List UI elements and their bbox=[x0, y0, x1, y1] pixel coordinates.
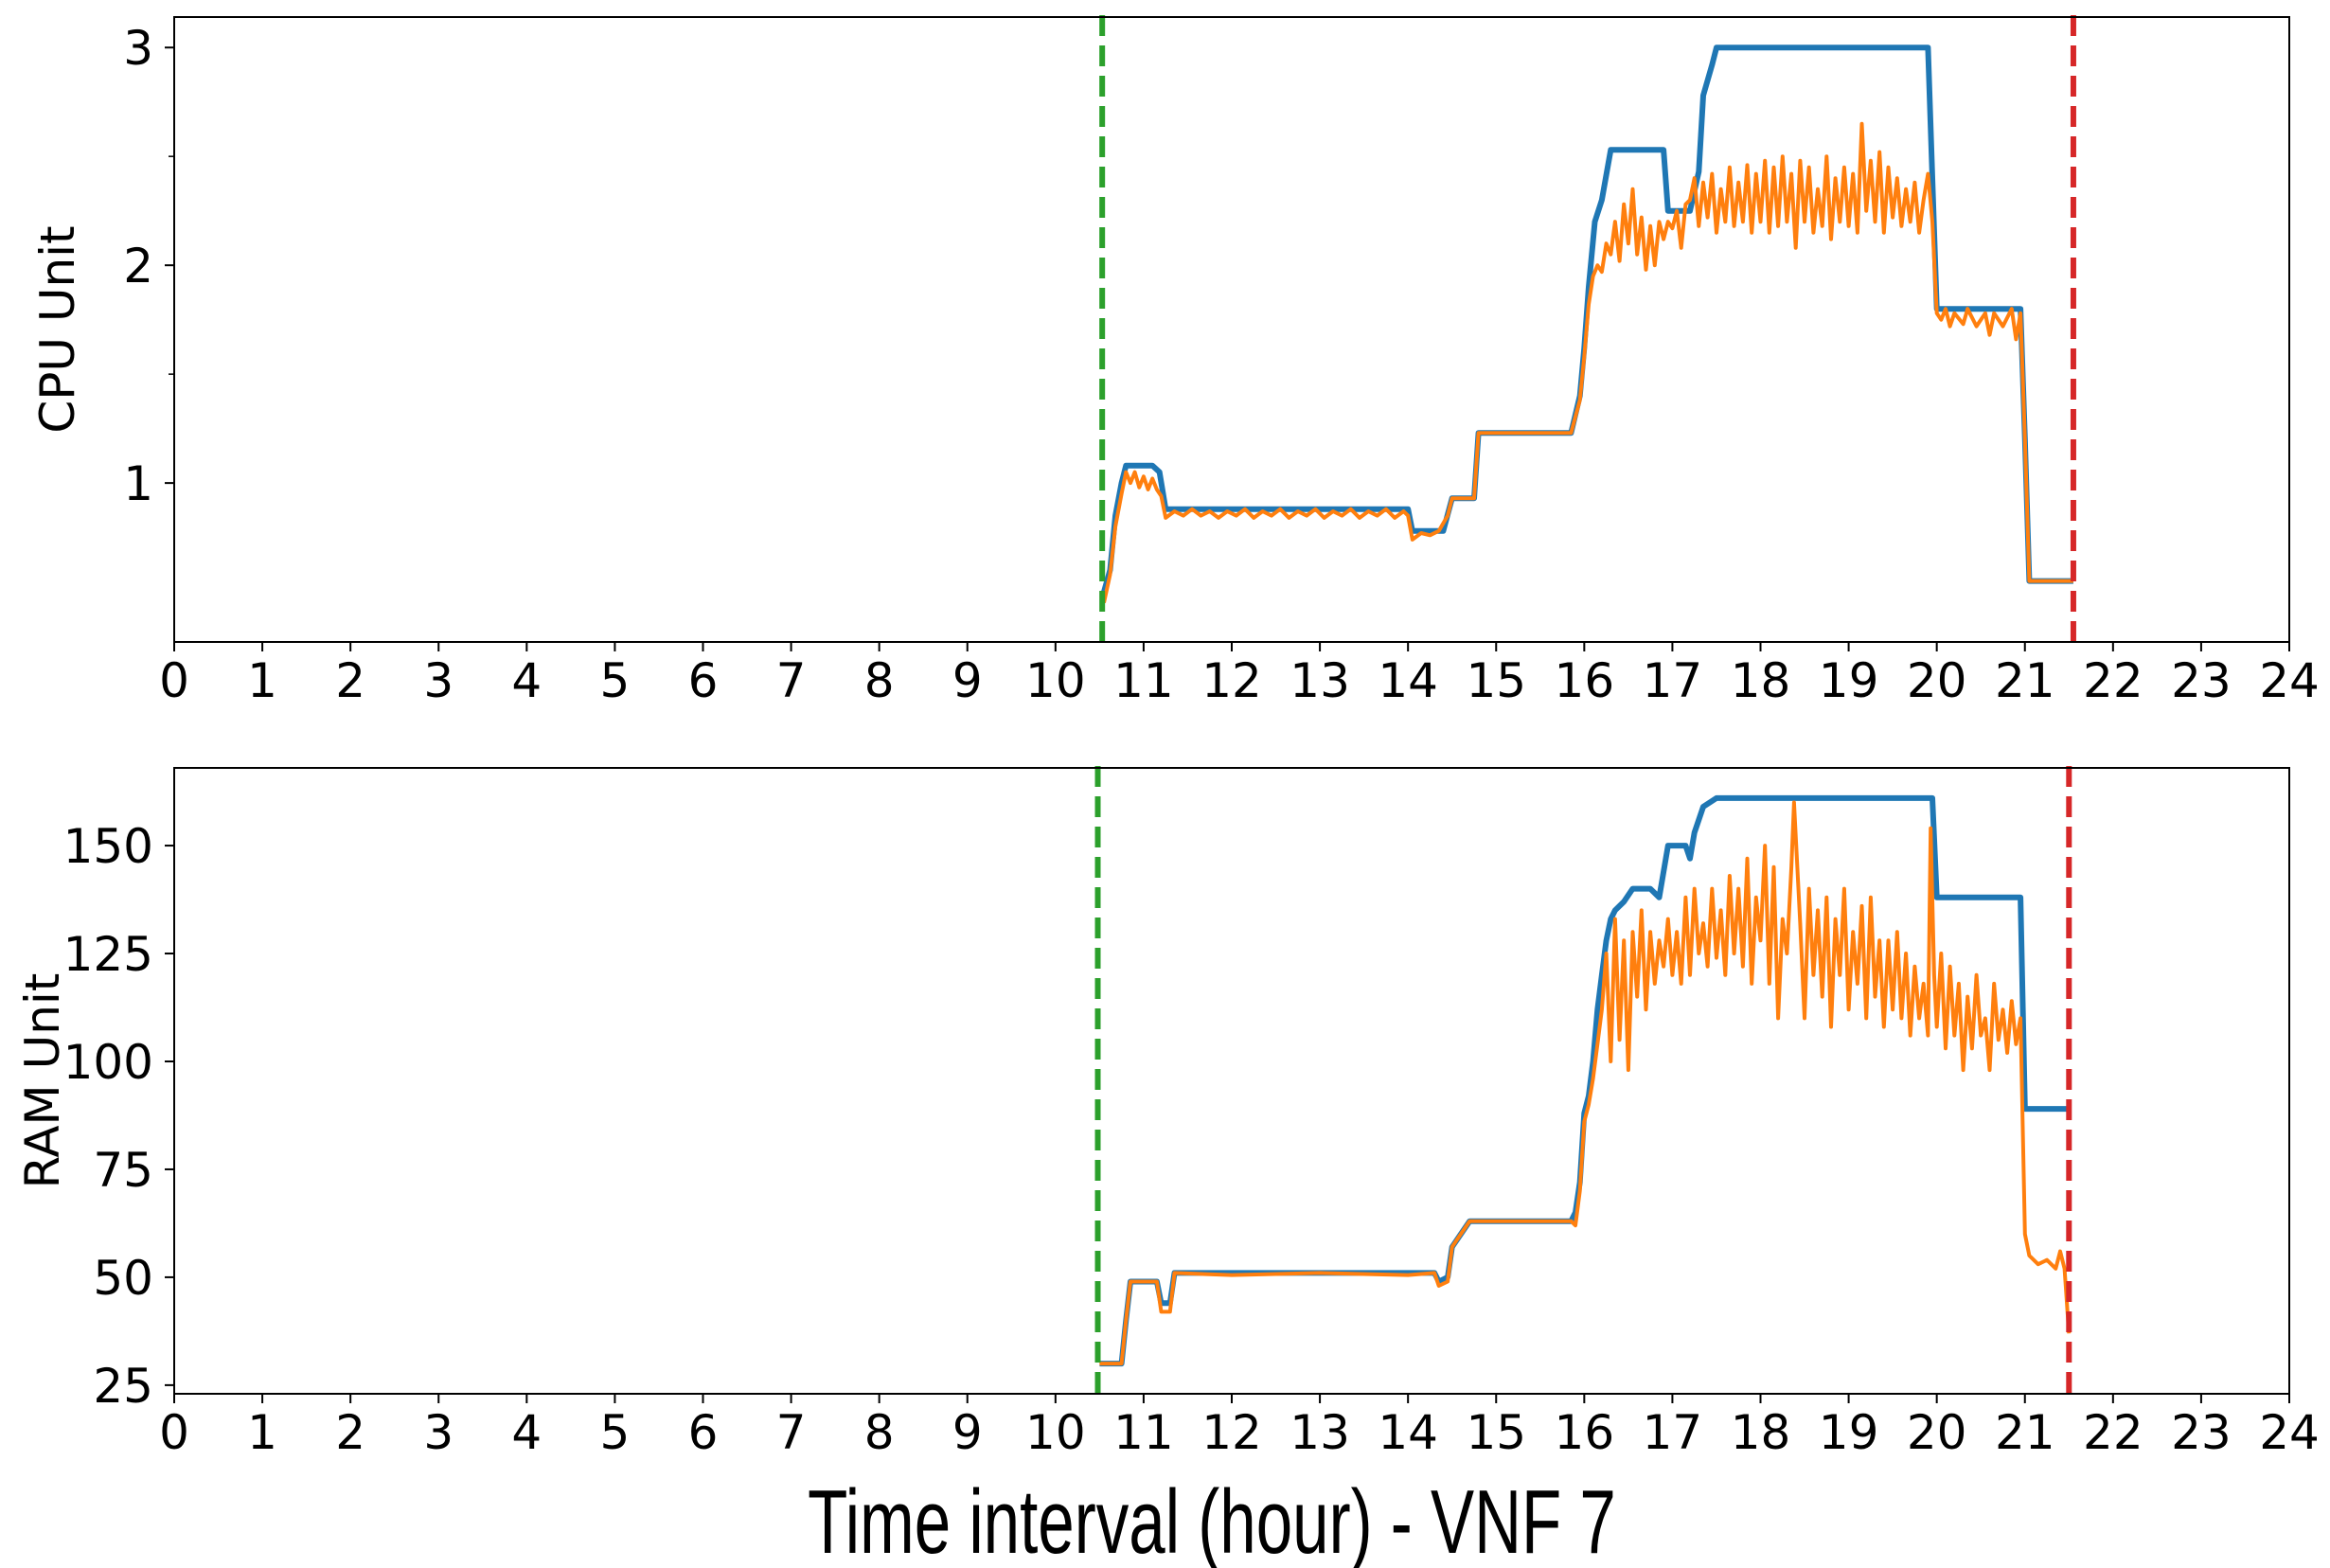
x-tick-label: 23 bbox=[2171, 653, 2232, 708]
x-tick-label: 6 bbox=[688, 1405, 719, 1460]
x-axis-title: Time interval (hour) - VNF 7 bbox=[808, 1470, 1616, 1568]
x-tick-label: 12 bbox=[1201, 653, 1262, 708]
x-tick-label: 7 bbox=[776, 1405, 807, 1460]
x-tick-label: 24 bbox=[2259, 653, 2320, 708]
x-tick-label: 1 bbox=[247, 653, 277, 708]
x-tick-label: 17 bbox=[1643, 653, 1703, 708]
x-tick-label: 7 bbox=[776, 653, 807, 708]
x-tick-label: 23 bbox=[2171, 1405, 2232, 1460]
x-tick-label: 22 bbox=[2083, 1405, 2143, 1460]
y-tick-label: 125 bbox=[63, 927, 153, 982]
y-tick-label: 3 bbox=[123, 21, 153, 76]
x-tick-label: 18 bbox=[1731, 1405, 1791, 1460]
x-tick-label: 0 bbox=[159, 1405, 189, 1460]
x-tick-label: 4 bbox=[511, 1405, 542, 1460]
x-tick-label: 0 bbox=[159, 653, 189, 708]
cpu-subplot: 0 1 2 3 4 5 6 7 8 9 10 11 12 13 14 15 16 17 18 19 20 21 22 23 24… bbox=[30, 15, 2320, 708]
x-tick-label: 21 bbox=[1995, 653, 2055, 708]
x-tick-label: 5 bbox=[600, 653, 631, 708]
x-tick-label: 24 bbox=[2259, 1405, 2320, 1460]
y-tick-label: 150 bbox=[63, 819, 153, 874]
x-tick-label: 1 bbox=[247, 1405, 277, 1460]
usage-series-line bbox=[1099, 800, 2072, 1366]
x-tick-label: 4 bbox=[511, 653, 542, 708]
x-tick-label: 11 bbox=[1113, 653, 1174, 708]
x-tick-label: 12 bbox=[1201, 1405, 1262, 1460]
x-tick-label: 21 bbox=[1995, 1405, 2055, 1460]
plot-frame bbox=[173, 16, 2290, 643]
x-tick-label: 19 bbox=[1819, 653, 1879, 708]
x-tick-label: 8 bbox=[864, 653, 895, 708]
x-tick-label: 19 bbox=[1819, 1405, 1879, 1460]
x-tick-label: 6 bbox=[688, 653, 719, 708]
x-tick-label: 15 bbox=[1466, 1405, 1526, 1460]
x-tick-label: 2 bbox=[335, 653, 365, 708]
x-tick-label: 20 bbox=[1907, 1405, 1967, 1460]
x-tick-label: 10 bbox=[1025, 1405, 1086, 1460]
plot-frame bbox=[173, 767, 2290, 1395]
y-axis-title: CPU Unit bbox=[30, 225, 85, 433]
x-tick-label: 3 bbox=[423, 1405, 454, 1460]
x-tick-label: 17 bbox=[1643, 1405, 1703, 1460]
x-tick-label: 16 bbox=[1555, 1405, 1615, 1460]
provisioned-series-line bbox=[1099, 794, 2070, 1367]
y-tick-label: 1 bbox=[123, 456, 153, 511]
y-tick-label: 2 bbox=[123, 239, 153, 294]
x-tick-label: 15 bbox=[1466, 653, 1526, 708]
y-axis-title: RAM Unit bbox=[15, 973, 70, 1189]
x-tick-label: 13 bbox=[1290, 653, 1350, 708]
x-tick-label: 2 bbox=[335, 1405, 365, 1460]
x-tick-label: 5 bbox=[600, 1405, 631, 1460]
y-tick-label: 50 bbox=[93, 1251, 153, 1306]
x-tick-label: 9 bbox=[952, 1405, 983, 1460]
x-tick-label: 13 bbox=[1290, 1405, 1350, 1460]
x-tick-label: 14 bbox=[1378, 653, 1438, 708]
x-tick-label: 20 bbox=[1907, 653, 1967, 708]
y-tick-label: 100 bbox=[63, 1035, 153, 1090]
x-tick-label: 18 bbox=[1731, 653, 1791, 708]
x-tick-label: 11 bbox=[1113, 1405, 1174, 1460]
x-tick-label: 14 bbox=[1378, 1405, 1438, 1460]
x-tick-label: 22 bbox=[2083, 653, 2143, 708]
x-tick-label: 3 bbox=[423, 653, 454, 708]
x-tick-label: 16 bbox=[1555, 653, 1615, 708]
y-tick-label: 25 bbox=[93, 1359, 153, 1414]
x-tick-label: 10 bbox=[1025, 653, 1086, 708]
usage-series-line bbox=[1102, 121, 2073, 604]
y-tick-label: 75 bbox=[93, 1143, 153, 1198]
x-tick-label: 9 bbox=[952, 653, 983, 708]
ram-subplot: 0 1 2 3 4 5 6 7 8 9 10 11 12 13 14 15 16 17 18 19 20 21 22 23 24… bbox=[15, 766, 2320, 1460]
x-tick-label: 8 bbox=[864, 1405, 895, 1460]
